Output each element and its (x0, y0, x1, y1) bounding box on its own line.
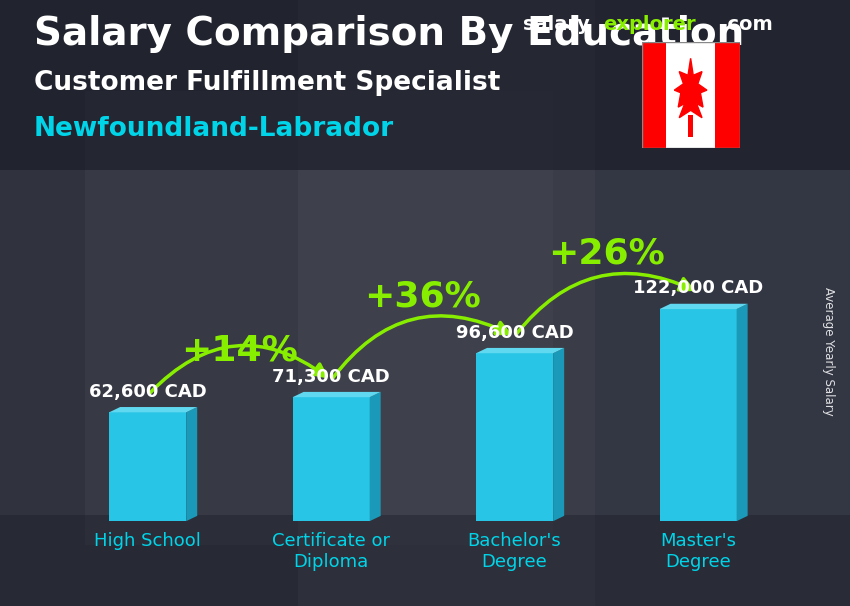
Text: .com: .com (720, 15, 773, 34)
Text: +36%: +36% (365, 280, 481, 314)
Text: 71,300 CAD: 71,300 CAD (272, 367, 390, 385)
Polygon shape (737, 304, 748, 521)
Text: explorer: explorer (604, 15, 696, 34)
Bar (642, 42, 666, 148)
Polygon shape (292, 392, 381, 397)
Text: Newfoundland-Labrador: Newfoundland-Labrador (34, 116, 394, 142)
Polygon shape (660, 309, 737, 521)
Bar (0, 515, 850, 606)
Text: 62,600 CAD: 62,600 CAD (88, 382, 207, 401)
Text: Salary Comparison By Education: Salary Comparison By Education (34, 15, 745, 53)
Polygon shape (109, 412, 186, 521)
Bar (715, 42, 740, 148)
Bar (0, 0, 850, 170)
Polygon shape (186, 407, 197, 521)
Polygon shape (674, 58, 707, 118)
Polygon shape (660, 304, 748, 309)
Bar (688, 115, 693, 137)
Text: +26%: +26% (548, 236, 665, 270)
Text: Customer Fulfillment Specialist: Customer Fulfillment Specialist (34, 70, 501, 96)
Text: 96,600 CAD: 96,600 CAD (456, 324, 574, 342)
Text: salary: salary (523, 15, 590, 34)
Polygon shape (553, 348, 564, 521)
Text: Average Yearly Salary: Average Yearly Salary (822, 287, 836, 416)
Text: +14%: +14% (181, 333, 298, 367)
Polygon shape (292, 397, 370, 521)
Bar (0, 0, 298, 606)
Polygon shape (370, 392, 381, 521)
Polygon shape (476, 348, 564, 353)
Polygon shape (109, 407, 197, 412)
Bar (595, 0, 850, 606)
Bar (85, 91, 552, 545)
Text: 122,000 CAD: 122,000 CAD (633, 279, 763, 298)
Polygon shape (476, 353, 553, 521)
